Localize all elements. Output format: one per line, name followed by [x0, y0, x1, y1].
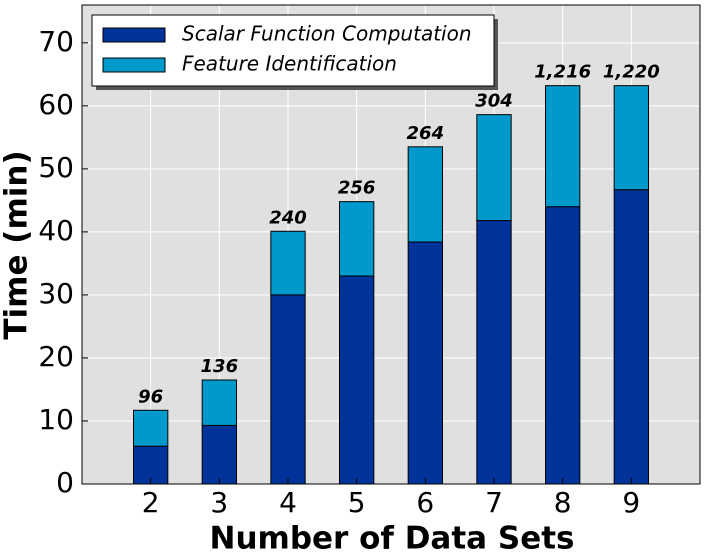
bar-segment	[339, 275, 375, 485]
bar-segment	[339, 201, 375, 277]
x-tick-label: 3	[210, 486, 228, 519]
plot-frame	[81, 4, 701, 485]
bar-annotation: 304	[475, 91, 513, 112]
y-tick-label: 30	[38, 277, 74, 310]
legend-swatch	[102, 57, 166, 73]
bar-segment	[201, 424, 238, 485]
bar-segment	[613, 189, 650, 485]
x-tick-label: 4	[279, 486, 297, 519]
y-axis-label: Time (min)	[0, 150, 35, 339]
legend-label: Scalar Function Computation	[182, 22, 472, 46]
y-tick-label: 60	[38, 88, 74, 121]
y-tick-label: 50	[38, 151, 74, 184]
bar-annotation: 1,220	[603, 62, 660, 83]
x-tick-label: 9	[622, 486, 640, 519]
bar-segment	[407, 146, 443, 243]
bar-segment	[201, 379, 238, 426]
y-tick-label: 40	[38, 214, 74, 247]
bar-segment	[613, 85, 650, 191]
bar-segment	[476, 220, 512, 485]
y-tick-label: 70	[38, 25, 74, 58]
bar-segment	[545, 206, 581, 485]
y-tick-label: 0	[56, 466, 74, 499]
x-tick-label: 2	[142, 486, 160, 519]
bar-annotation: 264	[407, 123, 445, 144]
legend-box	[91, 14, 495, 87]
bar-segment	[270, 294, 306, 485]
bar-annotation: 136	[201, 356, 239, 377]
bar-segment	[407, 241, 443, 485]
legend-label: Feature Identification	[182, 52, 397, 76]
bar-annotation: 256	[338, 178, 376, 199]
x-tick-label: 6	[416, 486, 434, 519]
bar-annotation: 1,216	[534, 62, 591, 83]
x-tick-label: 7	[485, 486, 503, 519]
x-tick-label: 8	[554, 486, 572, 519]
bar-annotation: 96	[138, 386, 163, 407]
bar-segment	[133, 409, 169, 447]
bar-segment	[476, 114, 512, 222]
y-tick-label: 20	[38, 340, 74, 373]
y-tick-label: 10	[38, 403, 74, 436]
legend-swatch	[102, 27, 166, 43]
bar-segment	[270, 230, 306, 296]
x-axis-label: Number of Data Sets	[210, 521, 575, 557]
bar-annotation: 240	[269, 207, 307, 228]
x-tick-label: 5	[348, 486, 366, 519]
bar-segment	[545, 85, 581, 208]
